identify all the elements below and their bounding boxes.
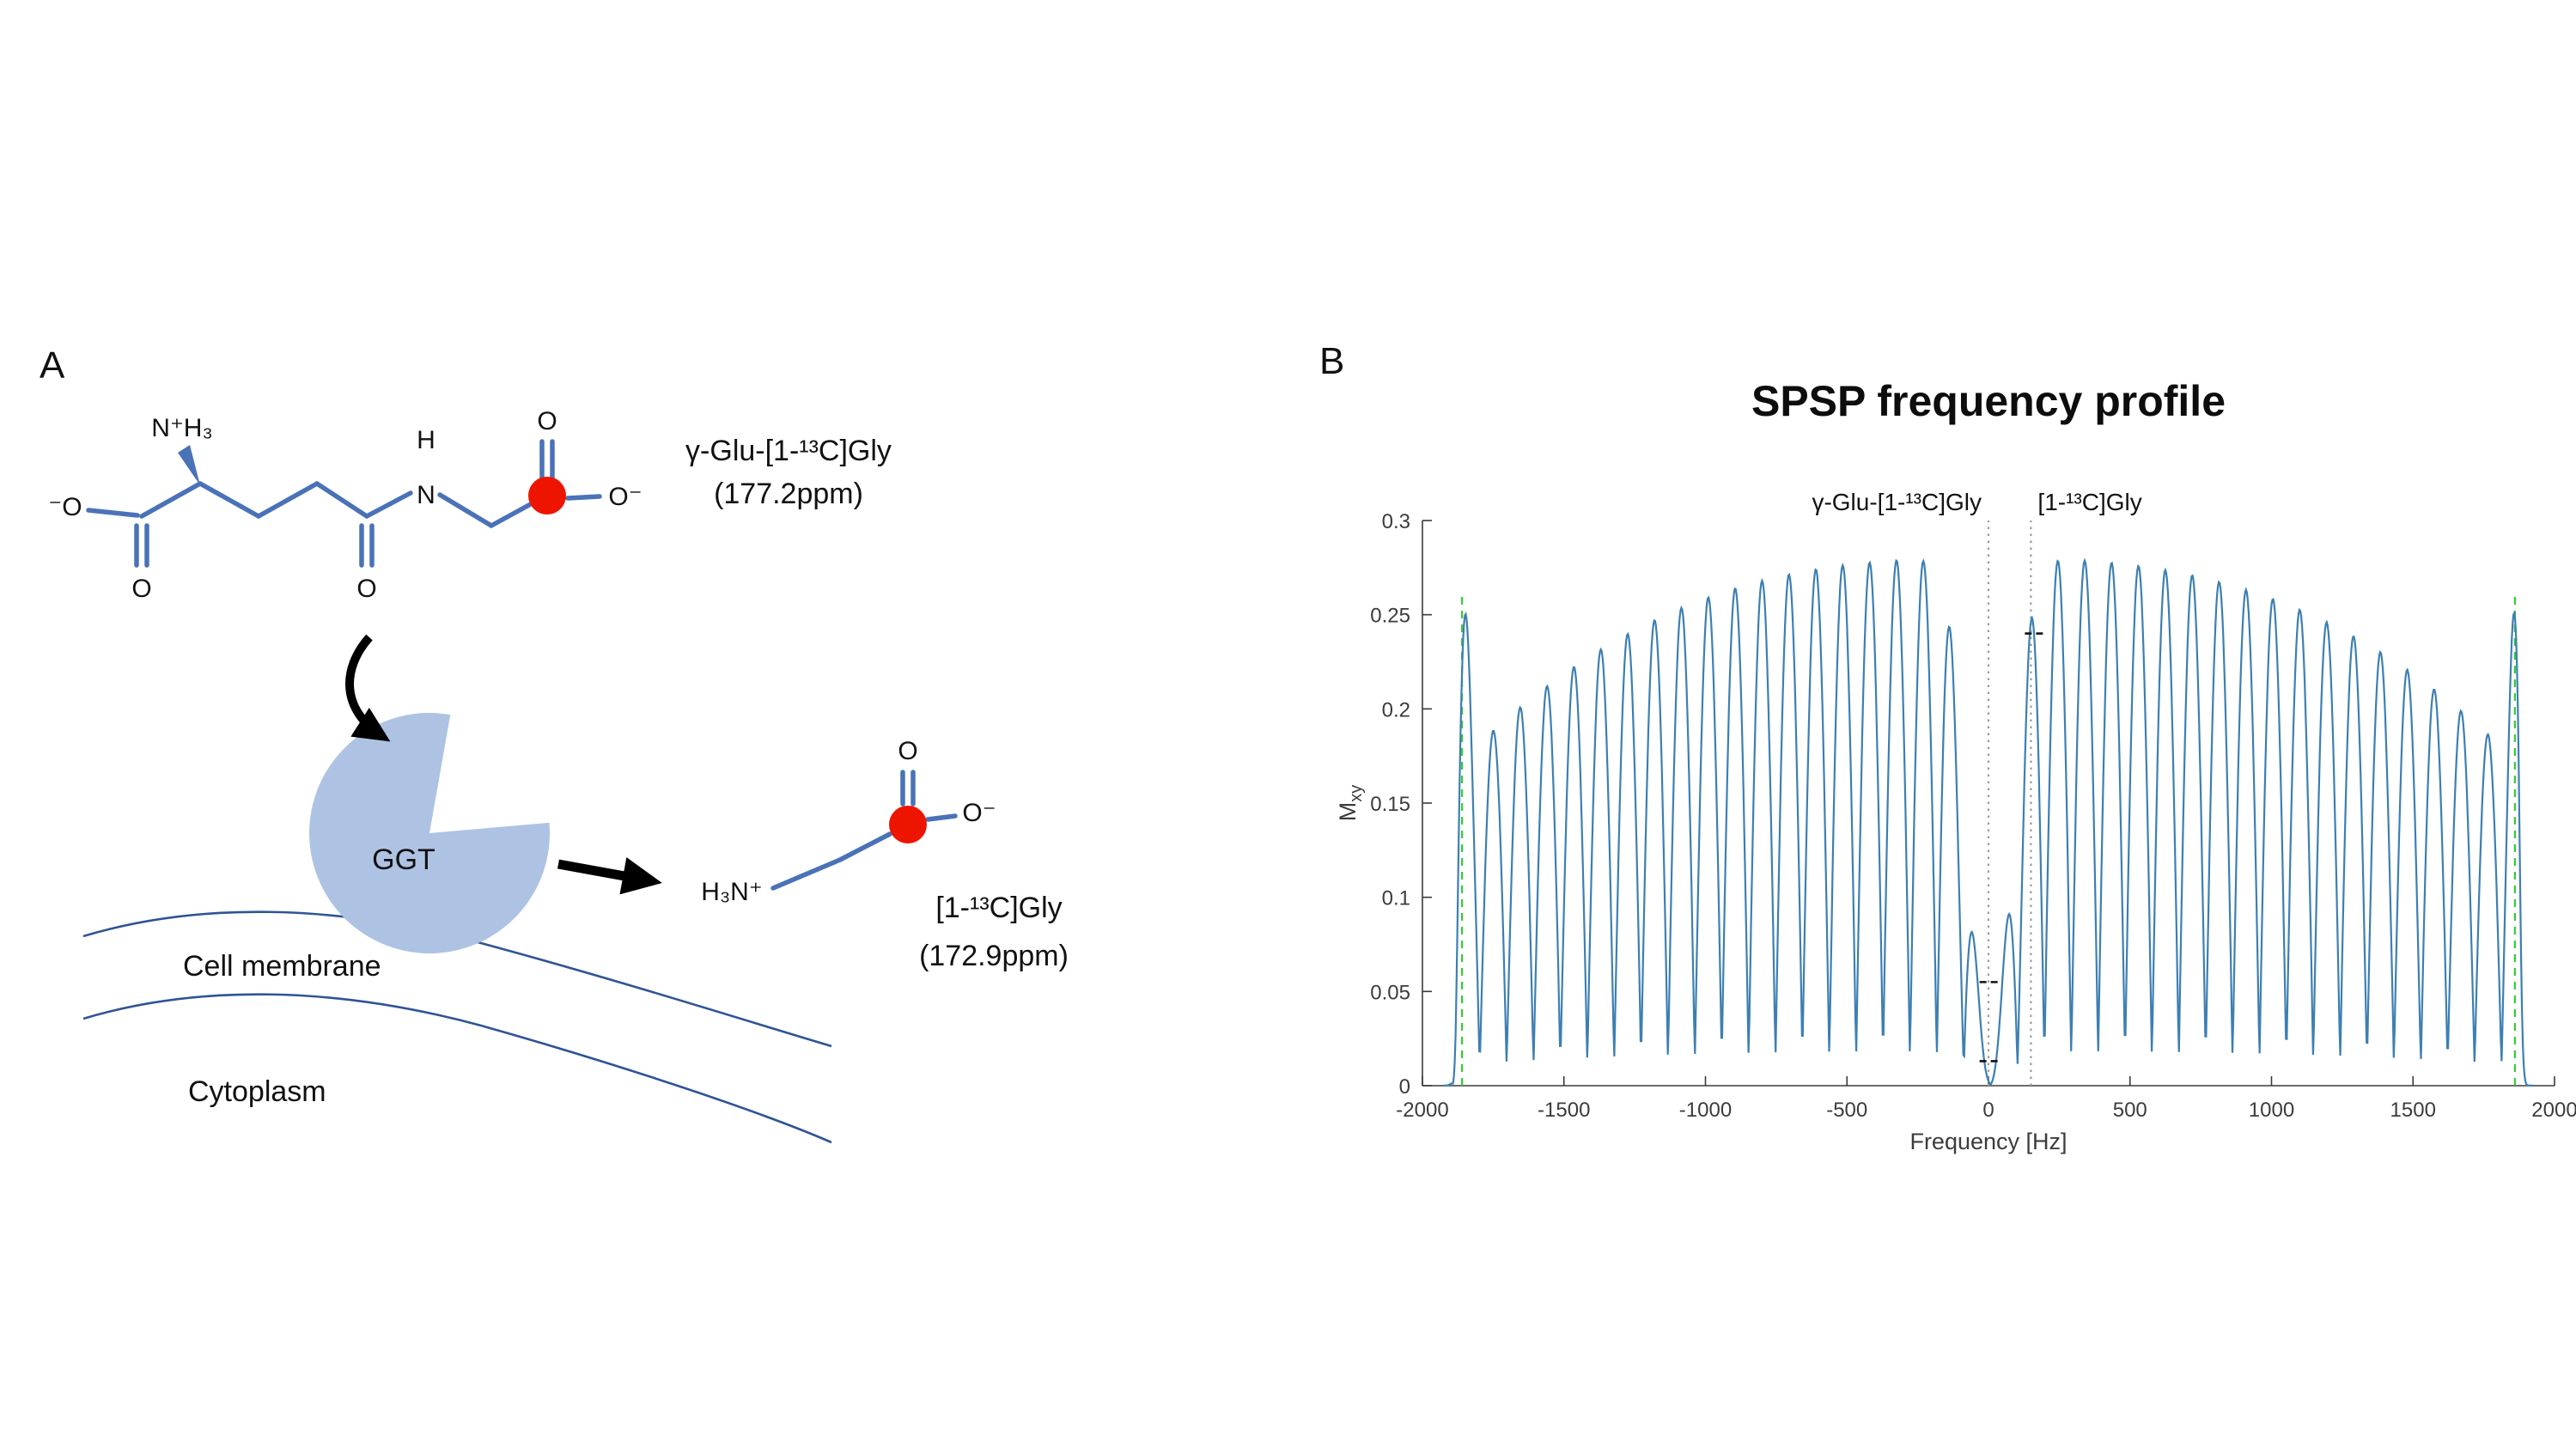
x-tick-label: 1000: [2249, 1099, 2294, 1122]
substrate-skeleton: [86, 439, 602, 568]
substrate-carboxyl-oxygen-top-label: O: [537, 407, 557, 435]
panel-b-letter: B: [1319, 340, 1345, 382]
y-tick-label: 0.2: [1382, 698, 1410, 721]
resonance-annotation: [1-¹³C]Gly: [2037, 489, 2141, 515]
y-tick-label: 0.15: [1370, 793, 1410, 816]
substrate-chemical-shift: (177.2ppm): [714, 478, 863, 510]
enzymatic-pathway-diagram: A N⁺H₃ ⁻O O O H N O O⁻ γ-Glu-[1-¹³C]Gly …: [40, 344, 1069, 1144]
y-tick-label: 0.05: [1370, 981, 1410, 1004]
y-tick-label: 0.1: [1382, 887, 1410, 910]
enzyme-to-product-arrow: [557, 857, 662, 895]
product-carboxylate-right-label: O⁻: [962, 799, 996, 827]
substrate-amide-h-label: H: [417, 426, 435, 454]
panel-a-letter: A: [40, 344, 65, 387]
substrate-name: γ-Glu-[1-¹³C]Gly: [685, 435, 892, 467]
substrate-carboxylate-left-label: ⁻O: [48, 493, 82, 521]
x-tick-label: -1500: [1538, 1099, 1590, 1122]
x-tick-label: 500: [2113, 1099, 2147, 1122]
product-amine-label: H₃N⁺: [701, 878, 762, 906]
substrate-amide-n-label: N: [417, 481, 435, 509]
substrate-keto-oxygen-label: O: [131, 575, 151, 603]
y-tick-label: 0.25: [1370, 605, 1410, 628]
substrate-amine-label: N⁺H₃: [151, 414, 212, 442]
spsp-profile-curve: [1443, 557, 2534, 1087]
x-tick-label: 1500: [2390, 1099, 2436, 1122]
ggt-label: GGT: [372, 843, 435, 876]
stereo-wedge-bond: [178, 445, 200, 485]
substrate-to-enzyme-arrow: [345, 634, 391, 742]
resonance-annotation: γ-Glu-[1-¹³C]Gly: [1812, 489, 1982, 515]
y-axis-label: Mxy: [1335, 785, 1366, 822]
product-c13-carbon-dot: [889, 806, 927, 843]
product-skeleton: [770, 770, 958, 891]
cytoplasm-label: Cytoplasm: [188, 1075, 326, 1108]
substrate-amide-oxygen-label: O: [356, 575, 376, 603]
spsp-frequency-chart: -2000 -1500 -1000 -500 0 500 1000 1500 2000 0 0.05…: [1335, 489, 2576, 1154]
product-carboxyl-oxygen-top-label: O: [898, 737, 917, 765]
x-axis-label: Frequency [Hz]: [1909, 1129, 2067, 1154]
x-tick-label: 0: [1982, 1099, 1994, 1122]
cell-membrane-outer-line: [82, 910, 832, 1048]
y-axis-label-main: M: [1335, 802, 1361, 822]
y-axis-label-subscript: xy: [1347, 785, 1366, 802]
product-name: [1-¹³C]Gly: [935, 892, 1062, 924]
y-tick-label: 0.3: [1382, 510, 1410, 533]
ggt-enzyme-shape: [309, 712, 551, 953]
y-tick-label: 0: [1399, 1075, 1410, 1099]
product-chemical-shift: (172.9ppm): [919, 940, 1069, 972]
x-tick-label: -500: [1826, 1099, 1867, 1122]
substrate-carboxylate-right-label: O⁻: [608, 483, 642, 511]
substrate-c13-carbon-dot: [528, 477, 566, 514]
x-tick-label: 2000: [2531, 1099, 2576, 1122]
cell-membrane-label: Cell membrane: [183, 950, 381, 983]
x-tick-label: -2000: [1396, 1099, 1448, 1122]
cell-membrane-inner-line: [82, 993, 832, 1144]
chart-title: SPSP frequency profile: [1751, 377, 2226, 425]
x-tick-label: -1000: [1679, 1099, 1732, 1122]
